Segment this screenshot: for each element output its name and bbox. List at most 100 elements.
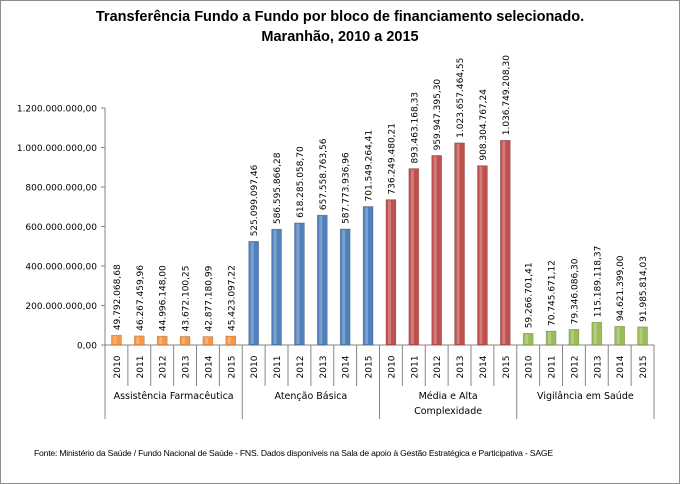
x-year-label: 2013 [182,356,192,379]
x-group-label: Complexidade [414,406,482,417]
x-year-label: 2014 [479,355,489,378]
bar-highlight [639,327,643,344]
bar-highlight [479,166,483,344]
x-year-label: 2011 [136,356,146,379]
bar [225,335,237,346]
bar [271,228,282,346]
bar [111,334,122,346]
bar [614,326,625,346]
data-label: 1.023.657.464,55 [456,58,466,138]
data-label: 586.595.866,28 [273,152,283,224]
x-year-label: 2013 [319,356,329,379]
data-label: 43.672.100,25 [182,266,192,332]
x-year-label: 2011 [273,356,283,379]
bar-highlight [113,336,117,344]
bar-highlight [387,200,391,344]
bar-highlight [525,334,529,344]
bar [522,332,534,346]
bar-highlight [296,223,300,344]
bar [294,222,305,346]
data-label: 70.745.671,12 [548,260,558,326]
title-line: Transferência Fundo a Fundo por bloco de… [95,9,585,25]
bar [500,139,511,346]
bar [134,335,145,346]
x-year-label: 2013 [593,356,603,379]
data-label: 45.423.097,22 [227,265,237,331]
bar [408,168,420,346]
y-tick-label: 0,00 [77,342,97,352]
x-year-label: 2012 [433,356,443,379]
bar [179,336,191,346]
bar-highlight [365,207,369,344]
data-label: 91.985.814,03 [639,256,649,322]
x-group-label: Média e Alta [419,391,478,402]
x-year-label: 2010 [113,355,123,378]
data-label: 959.947.395,30 [433,79,443,151]
x-year-label: 2011 [548,356,558,379]
y-tick-label: 1.000.000.000,00 [17,144,97,154]
bar-highlight [616,327,620,344]
data-label: 525.099.097,46 [250,164,260,236]
x-year-label: 2011 [410,356,420,379]
data-label: 1.036.749.208,30 [502,55,512,135]
data-label: 44.996.148,00 [159,265,169,331]
x-year-label: 2014 [342,355,352,378]
bar [156,335,168,346]
bar [545,330,557,346]
bar [454,142,465,346]
y-tick-label: 1.200.000.000,00 [17,105,97,115]
bar-highlight [502,141,506,344]
data-label: 736.249.480,21 [387,123,397,195]
x-year-label: 2010 [525,355,535,378]
data-label: 657.558.763,56 [319,138,329,210]
data-label: 59.266.701,41 [525,262,535,328]
bar-highlight [593,323,597,344]
bar-highlight [570,330,574,344]
x-year-label: 2014 [204,355,214,378]
x-group-label: Atenção Básica [274,391,347,402]
data-label: 115.189.118,37 [593,246,603,318]
bar [591,321,603,346]
y-tick-label: 800.000.000,00 [25,184,97,194]
data-label: 701.549.264,41 [365,130,375,202]
y-tick-label: 600.000.000,00 [25,223,97,233]
bar-highlight [159,337,163,344]
data-label: 893.463.168,33 [410,92,420,164]
bar-highlight [250,242,254,344]
bar-highlight [433,156,437,344]
x-year-label: 2010 [387,355,397,378]
bar [339,228,351,346]
bar-highlight [342,229,346,344]
x-year-label: 2015 [365,356,375,379]
y-tick-label: 200.000.000,00 [25,302,97,312]
data-label: 46.267.459,96 [136,265,146,331]
x-year-label: 2012 [570,356,580,379]
bar [477,165,488,346]
bar [637,326,648,346]
x-year-label: 2010 [250,355,260,378]
x-year-label: 2012 [296,356,306,379]
data-label: 618.285.058,70 [296,146,306,218]
bar [248,240,259,346]
bar [317,214,328,346]
data-label: 587.773.936,96 [342,152,352,224]
x-year-label: 2015 [227,356,237,379]
x-year-label: 2015 [639,356,649,379]
data-label: 49.792.068,68 [113,264,123,330]
bar [202,336,214,346]
bar [362,206,374,346]
subtitle-line: Maranhão, 2010 a 2015 [261,29,419,45]
x-year-label: 2012 [159,356,169,379]
data-label: 42.877.180,99 [204,265,214,331]
x-group-label: Assistência Farmacêutica [114,391,234,402]
bar-chart: 0,00 200.000.000,00 400.000.000,00 600.000.… [17,55,655,419]
y-tick-label: 400.000.000,00 [25,263,97,273]
x-year-label: 2015 [502,356,512,379]
bar-highlight [548,332,552,344]
bar-highlight [204,337,208,344]
data-label: 908.304.767,24 [479,89,489,161]
source-note: Fonte: Ministério da Saúde / Fundo Nacio… [34,448,553,458]
x-group-label: Vigilância em Saúde [537,391,634,402]
data-label: 79.346.086,30 [570,258,580,324]
